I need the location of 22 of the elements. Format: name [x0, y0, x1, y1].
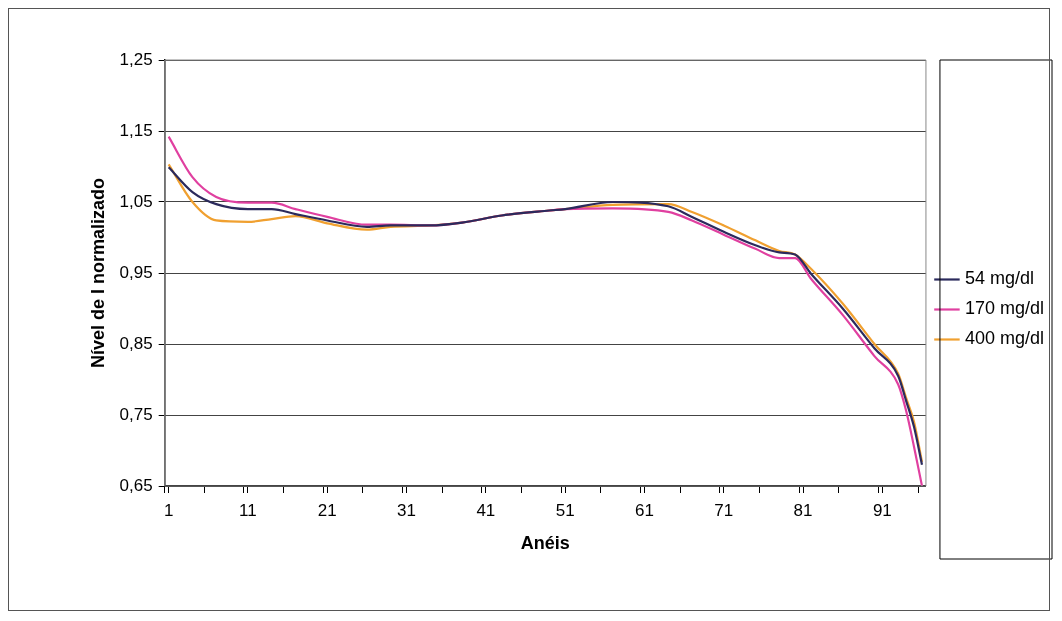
- x-tick-label: 91: [872, 500, 892, 520]
- x-axis-title: Anéis: [520, 533, 570, 554]
- y-tick-label: 0,75: [119, 404, 153, 424]
- legend-label: 54 mg/dl: [964, 268, 1034, 289]
- x-tick-label: 31: [397, 500, 417, 520]
- x-tick-label: 51: [555, 500, 575, 520]
- x-tick-label: 1: [163, 500, 174, 520]
- legend-label: 170 mg/dl: [964, 298, 1045, 319]
- x-tick-label: 81: [793, 500, 813, 520]
- y-tick-label: 1,25: [119, 49, 153, 69]
- x-tick-label: 11: [239, 500, 257, 520]
- x-tick-label: 21: [317, 500, 337, 520]
- y-tick-label: 0,65: [119, 475, 153, 495]
- x-tick-label: 41: [476, 500, 496, 520]
- legend-label: 400 mg/dl: [964, 328, 1045, 349]
- y-tick-label: 0,95: [119, 262, 153, 282]
- y-axis-title: Nível de I normalizado: [87, 177, 108, 369]
- x-tick-label: 71: [714, 500, 734, 520]
- y-tick-label: 1,05: [119, 191, 153, 211]
- y-tick-label: 0,85: [119, 333, 153, 353]
- x-tick-label: 61: [634, 500, 654, 520]
- y-tick-label: 1,15: [119, 120, 153, 140]
